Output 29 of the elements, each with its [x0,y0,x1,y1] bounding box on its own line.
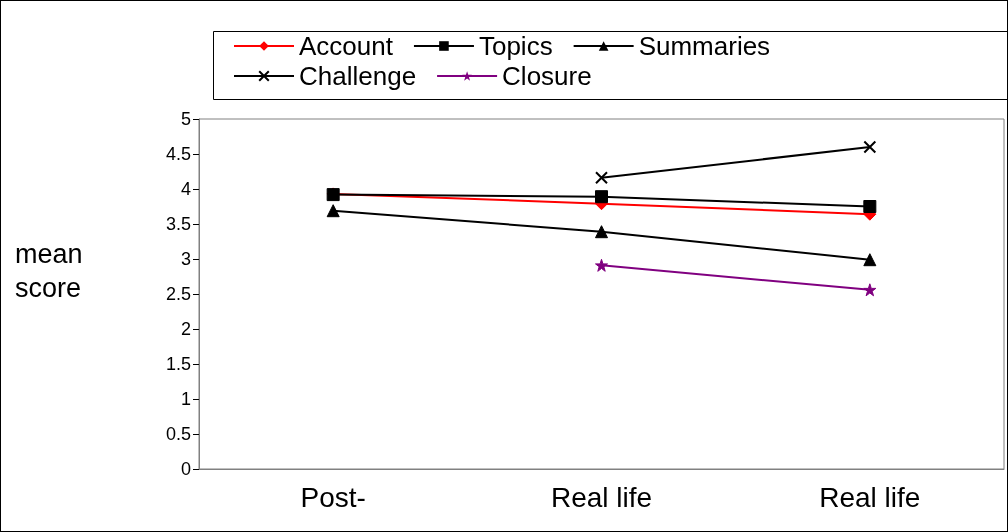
legend-label: Closure [502,61,592,91]
x-tick-label: Real life [550,481,653,513]
point [863,253,877,267]
point [595,258,608,272]
y-tick-label: 4 [180,179,191,199]
y-tick-label: 1 [180,389,191,409]
legend-label: Challenge [299,61,417,91]
y-tick-label: 3.5 [165,214,191,234]
y-tick-label: 4.5 [165,144,191,164]
y-tick-label: 2.5 [165,284,191,304]
point [595,225,608,239]
legend-label: Account [299,31,394,61]
y-tick-label: 2 [180,319,191,339]
legend-label: Summaries [638,31,771,61]
point [595,171,608,185]
y-tick-label: 0.5 [165,424,191,444]
y-tick-label: 5 [180,109,191,129]
point [326,204,340,218]
point [595,190,608,204]
y-tick-label: 1.5 [165,354,191,374]
point [863,200,877,213]
x-tick-label: Real life [819,481,921,513]
point [863,283,877,297]
y-tick-label: 0 [180,459,191,479]
y-tick-label: 3 [180,249,191,269]
y-axis-title: mean score [15,239,91,303]
legend-label: Topics [478,31,553,61]
point [863,140,877,154]
x-tick-label: Post- [300,481,366,513]
